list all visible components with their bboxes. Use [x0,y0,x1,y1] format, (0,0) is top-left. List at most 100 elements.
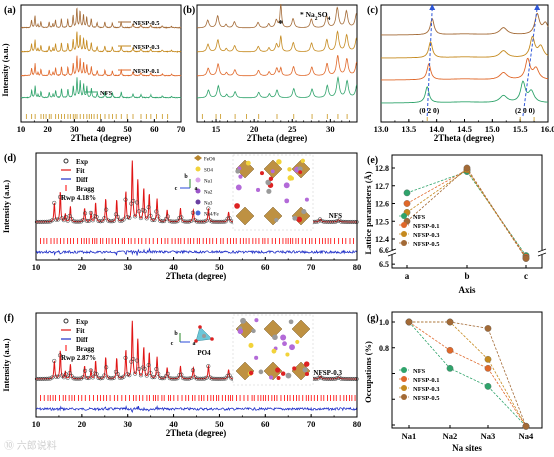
exp-point [73,376,78,381]
exp-point [213,219,219,224]
exp-point [169,376,174,381]
exp-point [187,219,192,224]
exp-point [181,219,186,224]
exp-point [67,371,72,376]
exp-point [117,375,122,380]
exp-point [46,376,51,381]
exp-point [158,218,163,223]
po4-oxygen [194,339,198,343]
exp-point [104,365,109,370]
exp-point [146,363,151,368]
atom [275,367,281,373]
x-tick-label: c [524,271,528,281]
exp-point [106,375,111,380]
exp-point [63,214,68,220]
atom [287,167,292,172]
axis-c-label: c [175,186,178,192]
exp-point [77,376,82,381]
axis-break-mask [538,250,546,255]
exp-point [223,376,228,381]
exp-point [84,375,90,381]
axis-b-label: b [174,331,178,337]
exp-point [129,359,134,364]
panel-f-sample: NFSP-0.3 [313,369,342,377]
panel-g-label: (g) [367,313,379,324]
structure-d [232,154,314,231]
y-tick-label: 12.8 [375,164,389,173]
exp-point [40,376,45,381]
atom [280,371,286,376]
exp-point [165,371,170,376]
panel-f-rwp: Rwp 2.87% [61,354,96,362]
atom [240,317,247,324]
axis-break [387,248,397,253]
structure-legend-0: FeO6 [204,158,216,163]
legend-g-NFSP-0.3: NFSP-0.3 [413,386,440,393]
exp-point [63,372,68,377]
exp-point [339,219,344,224]
atom [258,369,264,375]
atom [298,170,303,175]
exp-point [346,376,351,382]
panel-e-xlabel: Axis [458,285,476,295]
exp-point [200,219,205,224]
exp-point [127,373,132,378]
series-g-NFSP-0.3 [409,321,527,427]
x-tick-label: 40 [169,419,178,429]
point-g-NFSP-0.5 [522,422,530,430]
exp-point [135,200,140,205]
x-tick-label: 25 [288,124,297,134]
exp-point [217,376,222,381]
exp-point [65,218,70,223]
atom [292,366,297,371]
exp-point [221,376,226,381]
x-tick-label: 30 [70,124,79,134]
exp-point [206,364,211,369]
exp-point [52,200,57,205]
structure-legend-3: Na2 [204,191,213,196]
legend-exp-marker [63,158,69,164]
point-g-NFSP-0.1 [446,346,454,354]
atom [285,352,290,357]
axis-c-label: c [171,341,174,347]
exp-point [75,376,80,381]
y-tick-label: 12.5 [375,217,389,226]
exp-point [111,218,117,223]
exp-point [135,358,140,363]
x-tick-label: a [405,271,410,281]
legend-atom-marker [195,188,201,194]
po4-oxygen [198,325,202,329]
exp-point [202,376,207,381]
legend-exp: Exp [76,318,88,326]
exp-point [65,375,70,380]
exp-point [150,375,155,380]
point-g-NFSP-0.5 [446,318,454,326]
series-b-3 [197,3,357,29]
atom [274,217,279,223]
exp-point [54,217,59,222]
exp-point [352,376,357,382]
exp-point [210,376,215,381]
exp-point [173,219,178,224]
exp-point [136,366,142,371]
atom [238,174,243,179]
exp-point [98,376,103,381]
exp-point [123,355,128,360]
axis-break [537,252,547,257]
exp-point [152,217,157,223]
exp-point [148,213,153,218]
axis-a-label: a [193,341,196,347]
atom [248,370,254,376]
atom [248,342,254,348]
po4-center [202,334,206,338]
series-label-NFS: NFS [100,90,113,97]
structure-f [232,314,314,386]
point-g-NFS [446,364,454,372]
panel-c-xlabel: 2Theta (degree) [434,133,495,143]
exp-point [190,368,195,373]
structure-legend-5: Na4/Fe [204,213,220,218]
series-label-NFSP-0.3: NFSP-0.3 [133,44,160,51]
panel-f-diff-line [35,404,357,414]
exp-point [121,217,126,222]
exp-point [115,372,120,377]
